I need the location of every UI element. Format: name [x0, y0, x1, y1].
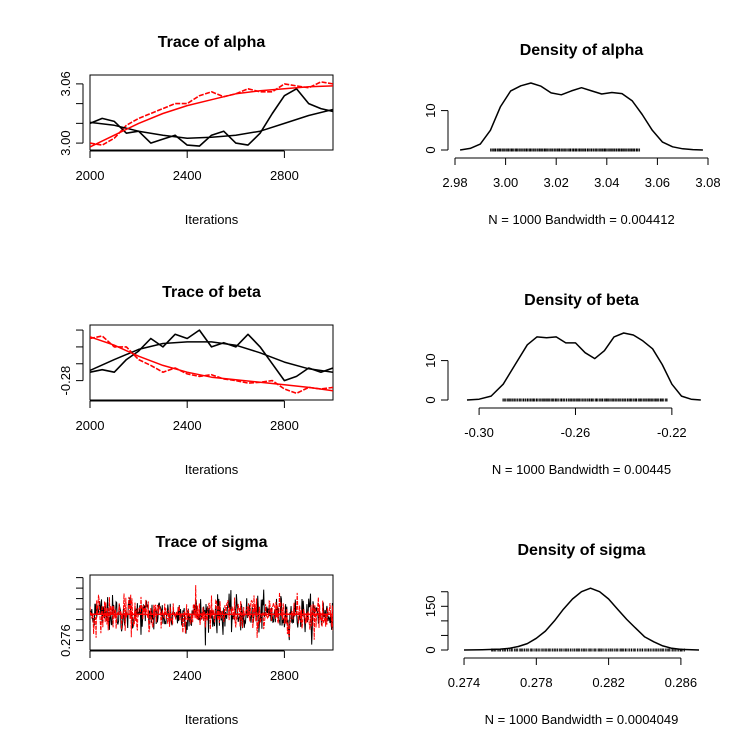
x-tick-label: 3.06	[645, 175, 670, 190]
x-axis-label: Iterations	[185, 212, 239, 227]
panel-4: Density of beta -0.30 -0.26 -0.22 0 10 N = 100…	[423, 292, 701, 477]
x-tick-label: 2400	[173, 668, 202, 683]
y-tick-label: 0	[423, 646, 438, 653]
x-tick-label: 2.98	[442, 175, 467, 190]
chain-trace-1	[90, 88, 333, 147]
plot-area	[90, 329, 333, 395]
panel-2: Density of alpha 2.98 3.00 3.02 3.04 3.06 3.08…	[423, 42, 721, 227]
x-axis-label: Iterations	[185, 462, 239, 477]
panel-title: Density of alpha	[520, 42, 644, 59]
panel-3: Trace of beta 2000 2400 2800 -0.28 Iterations	[58, 284, 334, 477]
panel-title: Trace of beta	[162, 284, 261, 301]
y-tick-label: 0	[423, 396, 438, 403]
y-tick-label: 150	[423, 595, 438, 617]
panel-title: Trace of sigma	[155, 534, 267, 551]
plot-area	[90, 81, 333, 148]
x-tick-label: 2800	[270, 168, 299, 183]
panel-title: Density of sigma	[517, 542, 645, 559]
x-tick-label: -0.30	[464, 425, 494, 440]
x-tick-label: 3.02	[544, 175, 569, 190]
panel-6: Density of sigma 0.274 0.278 0.282 0.286 0 150…	[423, 542, 700, 727]
panel-title: Density of beta	[524, 292, 639, 309]
chain-trace-2	[90, 335, 333, 395]
chain-trace-2	[90, 81, 333, 146]
y-tick-label: 3.06	[58, 71, 73, 96]
x-tick-label: 2800	[270, 668, 299, 683]
x-tick-label: 0.286	[665, 675, 698, 690]
x-tick-label: 3.00	[493, 175, 518, 190]
x-tick-label: 2400	[173, 168, 202, 183]
x-tick-label: 2400	[173, 418, 202, 433]
y-tick-label: 10	[423, 103, 438, 117]
panel-title: Trace of alpha	[158, 34, 266, 51]
y-tick-label: 0.276	[58, 624, 73, 657]
x-tick-label: -0.26	[561, 425, 591, 440]
density-curve	[466, 332, 701, 401]
y-tick-label: 10	[423, 353, 438, 367]
x-axis-label: N = 1000 Bandwidth = 0.004412	[488, 212, 674, 227]
plot-frame	[89, 324, 334, 401]
panel-1: Trace of alpha 2000 2400 2800 3.00 3.06 Iterat…	[58, 34, 334, 227]
y-tick-label: 0	[423, 146, 438, 153]
x-axis-label: N = 1000 Bandwidth = 0.0004049	[485, 712, 679, 727]
x-tick-label: 0.278	[520, 675, 553, 690]
plot-area	[90, 585, 333, 646]
density-curve	[463, 587, 700, 651]
y-tick-label: 3.00	[58, 130, 73, 155]
x-axis-label: N = 1000 Bandwidth = 0.00445	[492, 462, 671, 477]
x-tick-label: 0.282	[592, 675, 625, 690]
x-tick-label: 2000	[76, 668, 105, 683]
chain-trace-2	[90, 585, 333, 640]
smooth-line-4	[90, 336, 333, 392]
y-tick-label: -0.28	[58, 366, 73, 396]
x-tick-label: 0.274	[448, 675, 481, 690]
x-tick-label: 2000	[76, 418, 105, 433]
x-tick-label: 2800	[270, 418, 299, 433]
smooth-line-3	[90, 108, 333, 139]
x-tick-label: 2000	[76, 168, 105, 183]
panel-5: Trace of sigma 2000 2400 2800 0.276 Iteration…	[58, 534, 334, 727]
chain-trace-1	[90, 329, 333, 382]
x-tick-label: 3.04	[594, 175, 619, 190]
x-tick-label: 3.08	[695, 175, 720, 190]
smooth-line-4	[90, 85, 333, 148]
density-curve	[459, 82, 703, 151]
x-tick-label: -0.22	[657, 425, 687, 440]
plot-frame	[89, 74, 334, 151]
x-axis-label: Iterations	[185, 712, 239, 727]
